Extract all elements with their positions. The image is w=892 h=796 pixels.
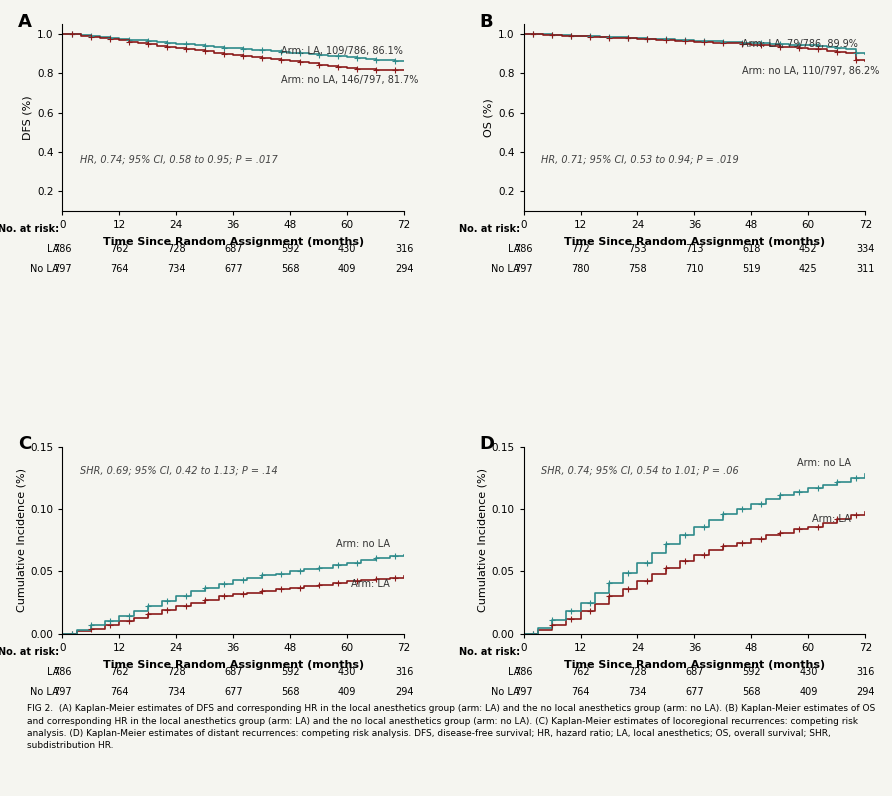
Text: 710: 710 bbox=[685, 263, 704, 274]
Text: 677: 677 bbox=[224, 687, 243, 696]
Text: Arm: no LA, 146/797, 81.7%: Arm: no LA, 146/797, 81.7% bbox=[281, 75, 418, 84]
Text: No LA: No LA bbox=[30, 263, 59, 274]
X-axis label: Time Since Random Assignment (months): Time Since Random Assignment (months) bbox=[103, 237, 364, 247]
Text: 772: 772 bbox=[571, 244, 590, 254]
Y-axis label: OS (%): OS (%) bbox=[484, 98, 494, 137]
Text: 728: 728 bbox=[628, 667, 647, 677]
Text: 592: 592 bbox=[281, 244, 300, 254]
Text: Arm: LA: Arm: LA bbox=[351, 579, 390, 589]
Text: Arm: LA: Arm: LA bbox=[813, 514, 851, 524]
Text: 409: 409 bbox=[338, 263, 356, 274]
Text: 786: 786 bbox=[515, 244, 533, 254]
Y-axis label: Cumulative Incidence (%): Cumulative Incidence (%) bbox=[16, 468, 26, 612]
Text: D: D bbox=[479, 435, 494, 454]
Text: 568: 568 bbox=[742, 687, 761, 696]
Text: SHR, 0.69; 95% CI, 0.42 to 1.13; P = .14: SHR, 0.69; 95% CI, 0.42 to 1.13; P = .14 bbox=[79, 466, 277, 475]
Text: 713: 713 bbox=[685, 244, 704, 254]
Text: LA: LA bbox=[508, 667, 520, 677]
Text: 425: 425 bbox=[799, 263, 818, 274]
Text: 734: 734 bbox=[167, 263, 186, 274]
Text: 430: 430 bbox=[338, 667, 356, 677]
X-axis label: Time Since Random Assignment (months): Time Since Random Assignment (months) bbox=[564, 660, 825, 669]
Text: A: A bbox=[18, 13, 32, 31]
Text: HR, 0.71; 95% CI, 0.53 to 0.94; P = .019: HR, 0.71; 95% CI, 0.53 to 0.94; P = .019 bbox=[541, 155, 739, 165]
X-axis label: Time Since Random Assignment (months): Time Since Random Assignment (months) bbox=[564, 237, 825, 247]
Text: 687: 687 bbox=[685, 667, 704, 677]
Text: 786: 786 bbox=[54, 667, 71, 677]
Text: 294: 294 bbox=[856, 687, 874, 696]
Text: 316: 316 bbox=[856, 667, 874, 677]
Text: 592: 592 bbox=[281, 667, 300, 677]
Text: 311: 311 bbox=[856, 263, 874, 274]
Text: 452: 452 bbox=[799, 244, 818, 254]
Text: SHR, 0.74; 95% CI, 0.54 to 1.01; P = .06: SHR, 0.74; 95% CI, 0.54 to 1.01; P = .06 bbox=[541, 466, 739, 475]
Text: 762: 762 bbox=[571, 667, 590, 677]
Text: 687: 687 bbox=[224, 667, 243, 677]
Text: Arm: no LA: Arm: no LA bbox=[797, 458, 851, 468]
Y-axis label: Cumulative Incidence (%): Cumulative Incidence (%) bbox=[477, 468, 487, 612]
Text: 762: 762 bbox=[110, 244, 128, 254]
Text: LA: LA bbox=[508, 244, 520, 254]
Text: 618: 618 bbox=[742, 244, 761, 254]
Text: No. at risk:: No. at risk: bbox=[459, 647, 520, 657]
Text: No. at risk:: No. at risk: bbox=[459, 224, 520, 234]
Text: 316: 316 bbox=[395, 667, 413, 677]
Text: No. at risk:: No. at risk: bbox=[0, 224, 59, 234]
Text: 734: 734 bbox=[167, 687, 186, 696]
Text: FIG 2.  (A) Kaplan-Meier estimates of DFS and corresponding HR in the local anes: FIG 2. (A) Kaplan-Meier estimates of DFS… bbox=[27, 704, 875, 750]
Text: 764: 764 bbox=[571, 687, 590, 696]
Text: 294: 294 bbox=[395, 263, 413, 274]
Text: 677: 677 bbox=[224, 263, 243, 274]
Text: 592: 592 bbox=[742, 667, 761, 677]
Text: 786: 786 bbox=[54, 244, 71, 254]
Text: 762: 762 bbox=[110, 667, 128, 677]
Text: Arm: LA, 109/786, 86.1%: Arm: LA, 109/786, 86.1% bbox=[281, 46, 402, 57]
Text: No LA: No LA bbox=[491, 263, 520, 274]
Text: 409: 409 bbox=[338, 687, 356, 696]
Text: 568: 568 bbox=[281, 687, 300, 696]
Text: HR, 0.74; 95% CI, 0.58 to 0.95; P = .017: HR, 0.74; 95% CI, 0.58 to 0.95; P = .017 bbox=[79, 155, 277, 165]
X-axis label: Time Since Random Assignment (months): Time Since Random Assignment (months) bbox=[103, 660, 364, 669]
Text: Arm: no LA: Arm: no LA bbox=[335, 539, 390, 549]
Text: 758: 758 bbox=[628, 263, 647, 274]
Text: 409: 409 bbox=[799, 687, 817, 696]
Text: 797: 797 bbox=[54, 687, 71, 696]
Text: Arm: LA, 79/786, 89.9%: Arm: LA, 79/786, 89.9% bbox=[742, 39, 858, 49]
Text: 764: 764 bbox=[110, 263, 128, 274]
Text: 786: 786 bbox=[515, 667, 533, 677]
Text: B: B bbox=[479, 13, 493, 31]
Text: 728: 728 bbox=[167, 244, 186, 254]
Text: 430: 430 bbox=[338, 244, 356, 254]
Y-axis label: DFS (%): DFS (%) bbox=[22, 96, 33, 140]
Text: 753: 753 bbox=[628, 244, 647, 254]
Text: 677: 677 bbox=[685, 687, 704, 696]
Text: 316: 316 bbox=[395, 244, 413, 254]
Text: 764: 764 bbox=[110, 687, 128, 696]
Text: LA: LA bbox=[46, 667, 59, 677]
Text: 797: 797 bbox=[54, 263, 71, 274]
Text: 334: 334 bbox=[856, 244, 874, 254]
Text: No LA: No LA bbox=[30, 687, 59, 696]
Text: 728: 728 bbox=[167, 667, 186, 677]
Text: 568: 568 bbox=[281, 263, 300, 274]
Text: C: C bbox=[18, 435, 31, 454]
Text: 294: 294 bbox=[395, 687, 413, 696]
Text: Arm: no LA, 110/797, 86.2%: Arm: no LA, 110/797, 86.2% bbox=[742, 66, 880, 76]
Text: No LA: No LA bbox=[491, 687, 520, 696]
Text: 797: 797 bbox=[515, 263, 533, 274]
Text: 797: 797 bbox=[515, 687, 533, 696]
Text: 430: 430 bbox=[799, 667, 817, 677]
Text: LA: LA bbox=[46, 244, 59, 254]
Text: 780: 780 bbox=[571, 263, 590, 274]
Text: 734: 734 bbox=[628, 687, 647, 696]
Text: No. at risk:: No. at risk: bbox=[0, 647, 59, 657]
Text: 687: 687 bbox=[224, 244, 243, 254]
Text: 519: 519 bbox=[742, 263, 761, 274]
